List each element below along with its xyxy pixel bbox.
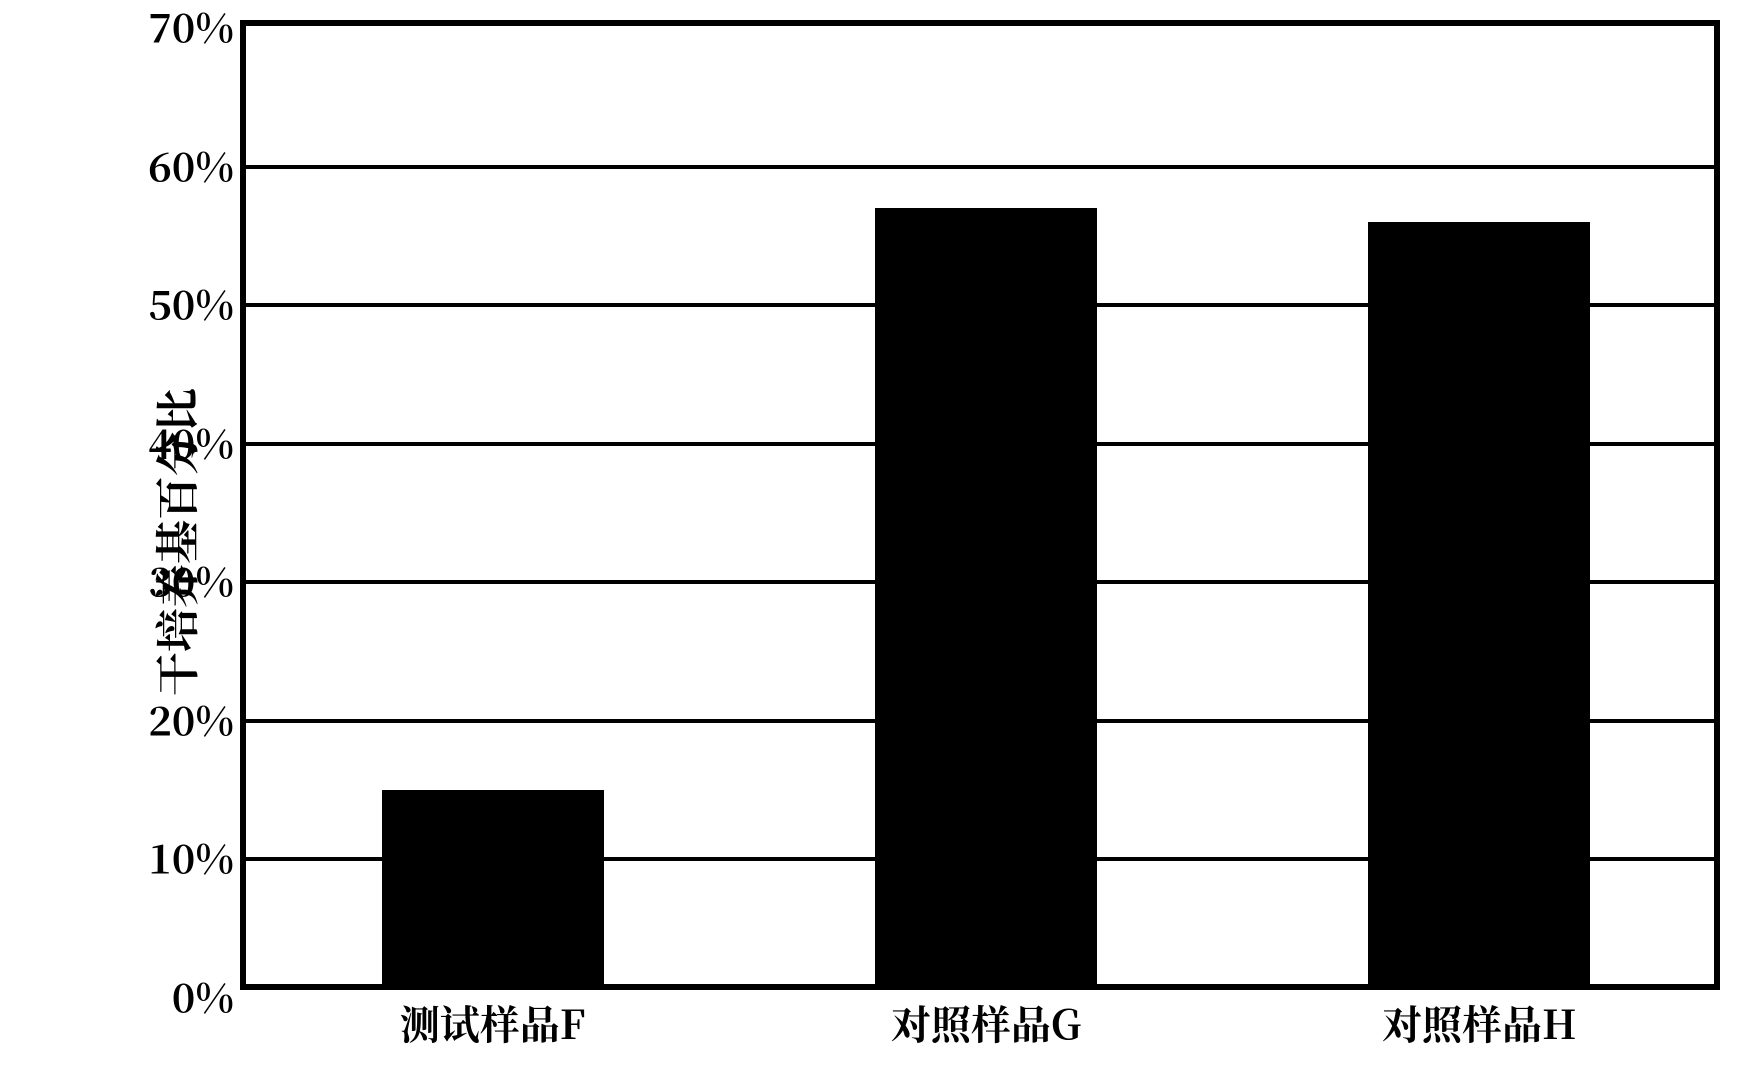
x-tick-label: 测试样品F bbox=[400, 984, 586, 1051]
y-tick-label: 0% bbox=[172, 968, 246, 1025]
bar-chart: 干培养基百分比 0%10%20%30%40%50%60%70%测试样品F对照样品… bbox=[0, 0, 1753, 1084]
y-tick-label: 30% bbox=[148, 552, 246, 609]
y-tick-label: 70% bbox=[148, 0, 246, 55]
bar bbox=[382, 790, 604, 984]
y-tick-label: 60% bbox=[148, 136, 246, 193]
bar bbox=[1368, 222, 1590, 984]
plot-area: 0%10%20%30%40%50%60%70%测试样品F对照样品G对照样品H bbox=[240, 20, 1720, 990]
y-tick-label: 40% bbox=[148, 413, 246, 470]
bar bbox=[875, 208, 1097, 984]
gridline bbox=[246, 165, 1714, 169]
y-tick-label: 50% bbox=[148, 275, 246, 332]
x-tick-label: 对照样品G bbox=[891, 984, 1081, 1051]
y-tick-label: 10% bbox=[148, 829, 246, 886]
x-tick-label: 对照样品H bbox=[1382, 984, 1577, 1051]
y-tick-label: 20% bbox=[148, 690, 246, 747]
